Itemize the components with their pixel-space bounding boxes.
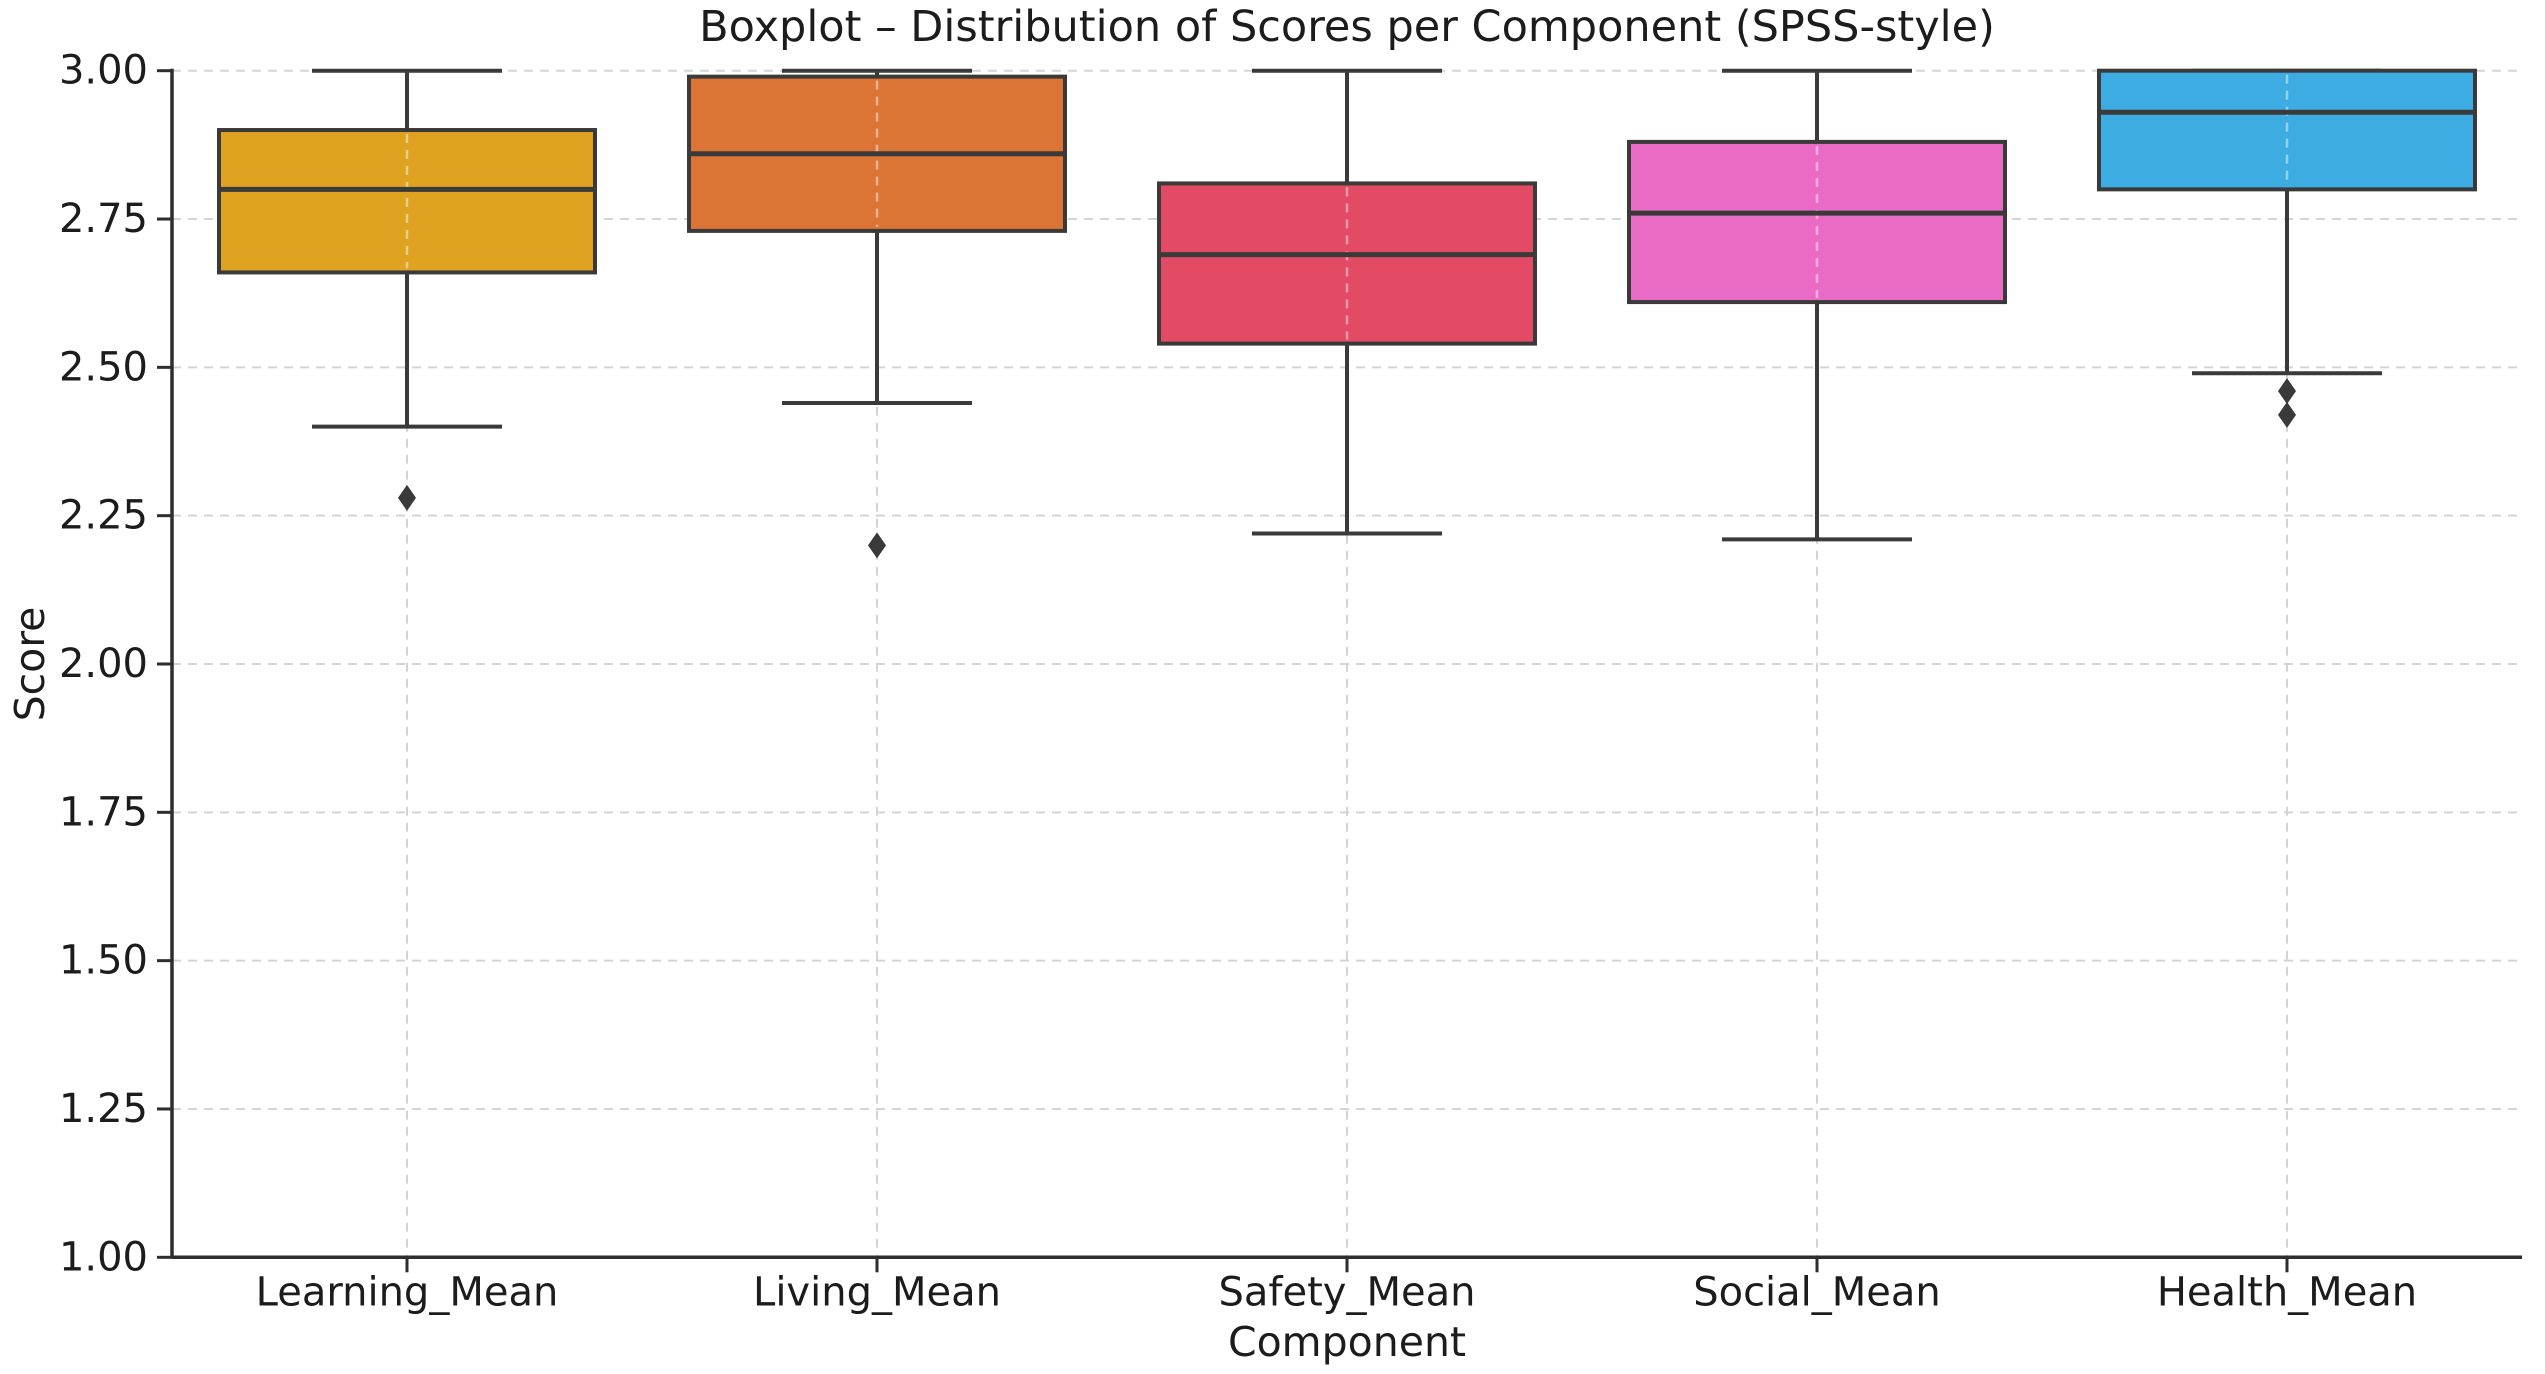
y-tick-label: 2.75: [59, 196, 148, 242]
y-tick-label: 1.00: [59, 1234, 148, 1280]
x-tick-label: Living_Mean: [753, 1269, 1001, 1315]
outlier-point: [868, 532, 886, 559]
box-Health_Mean: [2097, 68, 2477, 192]
x-tick-label: Learning_Mean: [256, 1269, 559, 1315]
y-tick-label: 1.50: [59, 938, 148, 984]
x-axis-label: Component: [1227, 1318, 1467, 1366]
box-Learning_Mean: [217, 128, 597, 275]
y-tick-label: 2.50: [59, 344, 148, 390]
chart-title: Boxplot – Distribution of Scores per Com…: [699, 2, 1995, 52]
y-tick-label: 1.25: [59, 1086, 148, 1132]
y-tick-label: 2.25: [59, 493, 148, 539]
outlier-point: [398, 484, 416, 511]
box-Safety_Mean: [1157, 181, 1537, 346]
x-tick-label: Safety_Mean: [1219, 1269, 1476, 1315]
outlier-point: [2278, 378, 2296, 405]
y-tick-label: 1.75: [59, 789, 148, 835]
box-Social_Mean: [1627, 139, 2007, 305]
x-tick-label: Health_Mean: [2157, 1269, 2417, 1315]
y-tick-label: 3.00: [59, 48, 148, 94]
x-tick-label: Social_Mean: [1693, 1269, 1941, 1315]
y-tick-label: 2.00: [59, 641, 148, 687]
outlier-point: [2278, 401, 2296, 428]
